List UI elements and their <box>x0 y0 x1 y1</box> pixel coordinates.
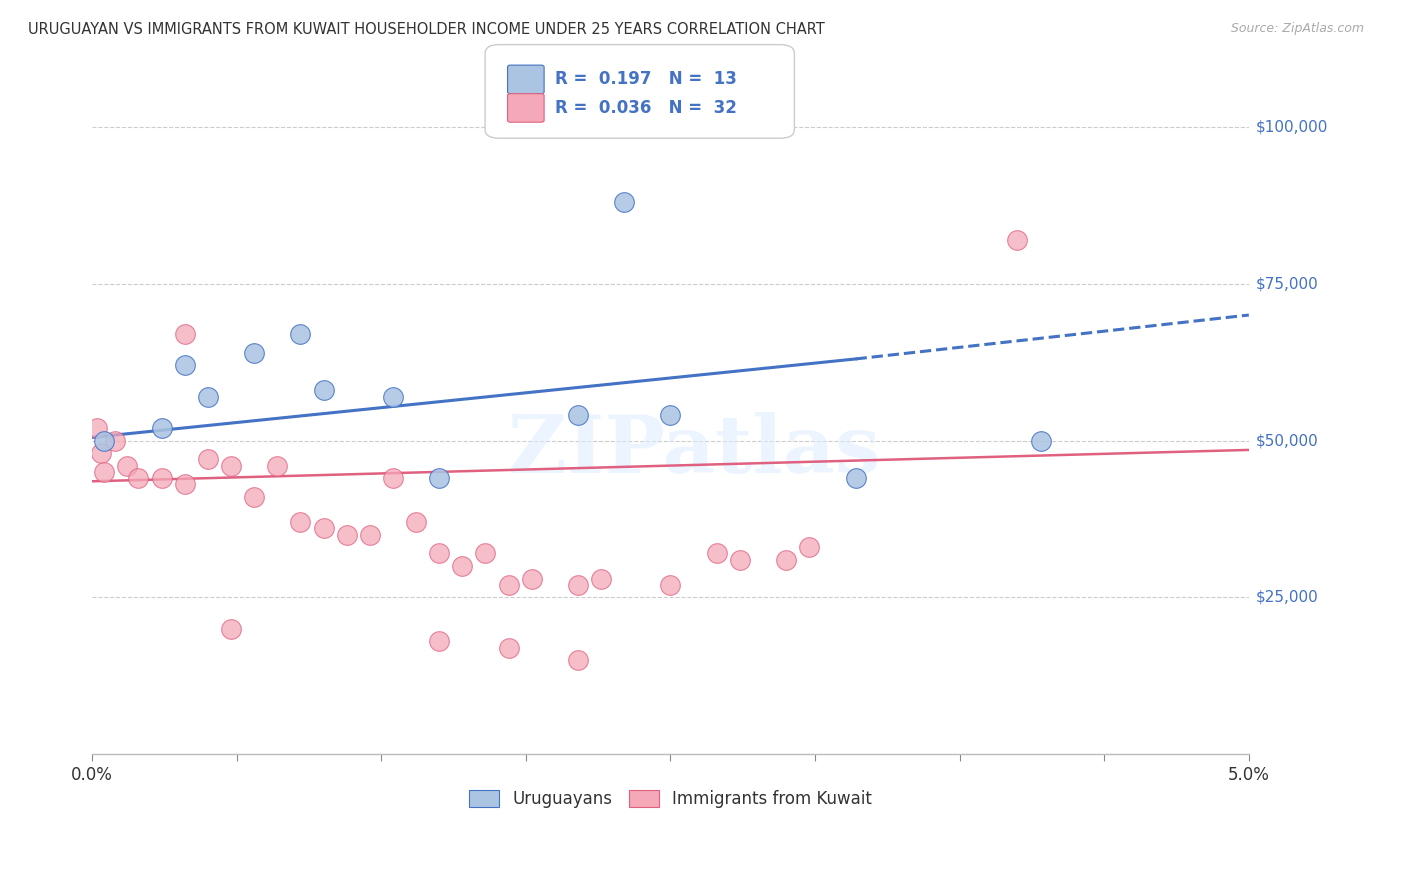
Point <box>290 326 312 341</box>
Point <box>659 578 682 592</box>
Text: ZIPatlas: ZIPatlas <box>508 411 880 490</box>
Text: R =  0.036   N =  32: R = 0.036 N = 32 <box>555 99 737 117</box>
Point <box>498 578 520 592</box>
Point <box>312 384 335 398</box>
Text: $25,000: $25,000 <box>1256 590 1319 605</box>
Point <box>1029 434 1052 448</box>
Point <box>336 527 359 541</box>
Point <box>498 640 520 655</box>
Point <box>381 390 404 404</box>
Text: $100,000: $100,000 <box>1256 120 1329 135</box>
Point <box>427 546 450 560</box>
Point <box>728 552 751 566</box>
Point <box>219 458 242 473</box>
Point <box>451 559 474 574</box>
Text: R =  0.197   N =  13: R = 0.197 N = 13 <box>555 70 737 88</box>
Point <box>845 471 868 485</box>
Point <box>567 409 589 423</box>
Point <box>197 452 219 467</box>
Point <box>799 540 821 554</box>
Point <box>312 521 335 535</box>
Point <box>150 471 173 485</box>
Point <box>173 358 195 372</box>
Text: $75,000: $75,000 <box>1256 277 1319 291</box>
Point <box>359 527 381 541</box>
Point <box>474 546 496 560</box>
Point <box>150 421 173 435</box>
Point <box>93 465 115 479</box>
Point <box>427 634 450 648</box>
Point <box>1007 233 1029 247</box>
Point <box>243 345 266 359</box>
Point <box>197 390 219 404</box>
Point <box>290 515 312 529</box>
Point <box>405 515 427 529</box>
Point <box>90 446 112 460</box>
Point <box>381 471 404 485</box>
Point <box>567 653 589 667</box>
Point <box>93 434 115 448</box>
Legend: Uruguayans, Immigrants from Kuwait: Uruguayans, Immigrants from Kuwait <box>463 783 879 815</box>
Point <box>86 421 108 435</box>
Point <box>115 458 138 473</box>
Point <box>266 458 288 473</box>
Point <box>173 477 195 491</box>
Text: URUGUAYAN VS IMMIGRANTS FROM KUWAIT HOUSEHOLDER INCOME UNDER 25 YEARS CORRELATIO: URUGUAYAN VS IMMIGRANTS FROM KUWAIT HOUS… <box>28 22 825 37</box>
Point <box>520 572 543 586</box>
Point <box>127 471 149 485</box>
Point <box>613 195 636 210</box>
Point <box>243 490 266 504</box>
Point <box>219 622 242 636</box>
Point <box>775 552 797 566</box>
Point <box>706 546 728 560</box>
Point <box>427 471 450 485</box>
Text: $50,000: $50,000 <box>1256 433 1319 448</box>
Point <box>104 434 127 448</box>
Point <box>659 409 682 423</box>
Point <box>567 578 589 592</box>
Point <box>591 572 613 586</box>
Text: Source: ZipAtlas.com: Source: ZipAtlas.com <box>1230 22 1364 36</box>
Point <box>173 326 195 341</box>
